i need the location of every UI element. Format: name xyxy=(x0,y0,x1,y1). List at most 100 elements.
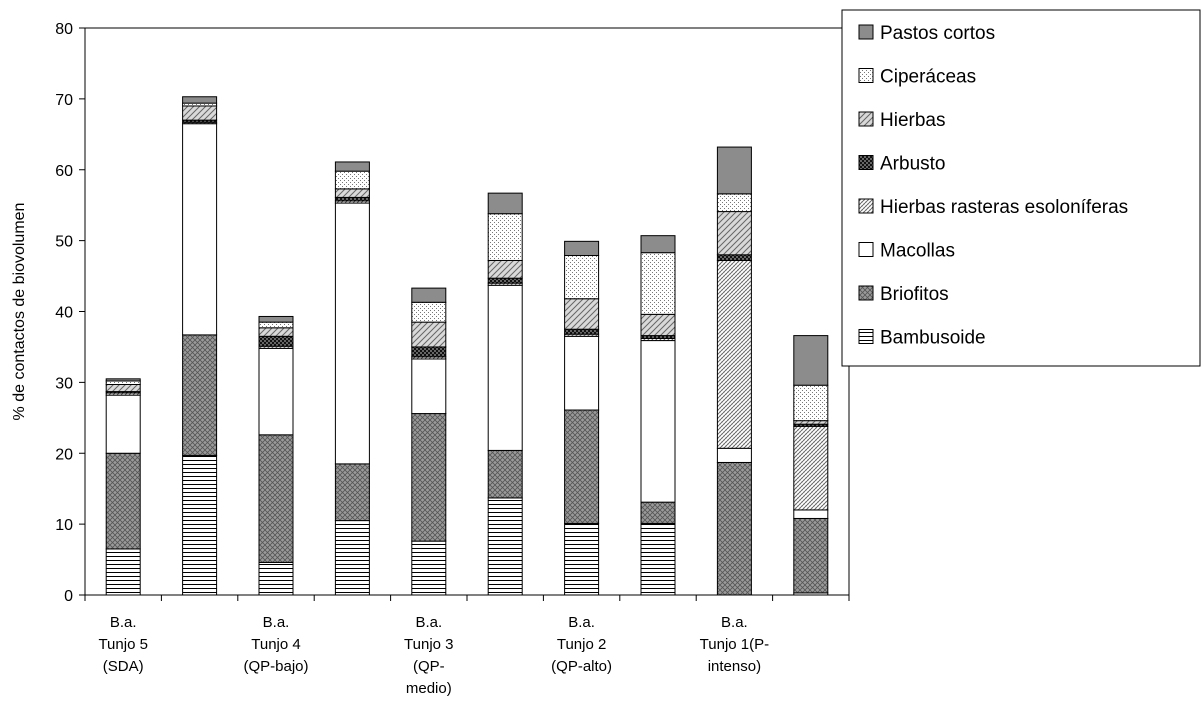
legend-label: Ciperáceas xyxy=(880,67,976,88)
x-tick-label: B.a. xyxy=(568,614,595,631)
bar-segment-hierbas xyxy=(640,313,676,337)
legend-swatch xyxy=(858,155,874,170)
bar-segment-hierbas xyxy=(487,259,523,279)
x-tick-label: B.a. xyxy=(415,614,442,631)
bar-segment-ciper-ceas xyxy=(640,252,676,315)
legend-swatch xyxy=(858,329,874,344)
legend-swatch xyxy=(858,111,874,127)
bar-segment-hierbas-rasteras-esolon-feras xyxy=(716,259,752,449)
y-tick-label: 60 xyxy=(55,163,73,180)
bar-segment-briofitos xyxy=(258,434,294,563)
legend-label: Macollas xyxy=(880,241,955,262)
bar-segment-arbusto xyxy=(716,254,752,261)
bar-segment-briofitos xyxy=(640,501,676,524)
y-tick-label: 20 xyxy=(55,446,73,463)
y-tick-label: 70 xyxy=(55,92,73,109)
bar-segment-bambusoide xyxy=(411,540,447,596)
y-tick-label: 40 xyxy=(55,305,73,322)
bar-segment-macollas xyxy=(564,335,600,411)
bar-segment-hierbas xyxy=(793,420,829,425)
bar-segment-hierbas-rasteras-esolon-feras xyxy=(793,425,829,511)
bar-segment-ciper-ceas xyxy=(258,321,294,329)
bar-segment-bambusoide xyxy=(487,497,523,596)
x-tick-label: (SDA) xyxy=(103,658,144,675)
legend-swatch xyxy=(858,68,874,83)
x-tick-label: (QP- xyxy=(413,658,445,675)
legend-swatch xyxy=(858,242,874,257)
bar-segment-briofitos xyxy=(487,449,523,499)
bar-segment-bambusoide xyxy=(334,520,370,596)
bar-segment-macollas xyxy=(105,394,141,454)
bar-segment-ciper-ceas xyxy=(487,213,523,261)
bar-segment-briofitos xyxy=(105,452,141,550)
bar-segment-pastos-cortos xyxy=(487,192,523,215)
bar-segment-macollas xyxy=(716,447,752,463)
bar-segment-briofitos xyxy=(334,463,370,522)
y-axis-label: % de contactos de biovolumen xyxy=(11,203,28,421)
legend-label: Bambusoide xyxy=(880,328,986,349)
bar-segment-bambusoide xyxy=(564,522,600,596)
y-tick-label: 0 xyxy=(64,588,73,605)
bar-segment-macollas xyxy=(258,347,294,436)
bar-segment-bambusoide xyxy=(182,454,218,596)
x-tick-label: Tunjo 2 xyxy=(557,636,606,653)
bar-segment-macollas xyxy=(182,123,218,336)
bar-segment-hierbas xyxy=(411,321,447,348)
bar-segment-pastos-cortos xyxy=(334,161,370,172)
bar-segment-hierbas xyxy=(716,211,752,256)
bar-segment-pastos-cortos xyxy=(411,287,447,303)
bar-segment-ciper-ceas xyxy=(334,170,370,190)
x-tick-label: B.a. xyxy=(263,614,290,631)
x-tick-label: medio) xyxy=(406,680,452,697)
bar-segment-bambusoide xyxy=(258,561,294,596)
x-tick-label: Tunjo 1(P- xyxy=(700,636,769,653)
bar-segment-ciper-ceas xyxy=(105,380,141,386)
y-tick-label: 80 xyxy=(55,21,73,38)
bar-segment-ciper-ceas xyxy=(793,384,829,422)
bar-segment-bambusoide xyxy=(640,522,676,596)
y-tick-label: 30 xyxy=(55,375,73,392)
bar-segment-hierbas xyxy=(334,188,370,198)
bar-segment-pastos-cortos xyxy=(793,335,829,386)
bar-segment-briofitos xyxy=(793,517,829,594)
bar-segment-hierbas xyxy=(258,327,294,337)
bar-segment-arbusto xyxy=(487,277,523,284)
bar-segment-arbusto xyxy=(411,346,447,358)
x-tick-label: Tunjo 4 xyxy=(251,636,300,653)
bar-segment-hierbas xyxy=(564,298,600,330)
x-tick-label: Tunjo 5 xyxy=(98,636,147,653)
x-tick-label: intenso) xyxy=(708,658,761,675)
bar-segment-macollas xyxy=(640,340,676,503)
legend-swatch xyxy=(858,198,874,214)
legend-label: Hierbas rasteras esoloníferas xyxy=(880,197,1128,218)
bar-segment-ciper-ceas xyxy=(411,301,447,323)
x-tick-label: Tunjo 3 xyxy=(404,636,453,653)
bar-segment-ciper-ceas xyxy=(716,193,752,213)
y-tick-label: 50 xyxy=(55,234,73,251)
bar-segment-pastos-cortos xyxy=(182,96,218,104)
bar-segment-hierbas xyxy=(105,384,141,393)
legend-label: Hierbas xyxy=(880,110,945,131)
bar-segment-macollas xyxy=(487,284,523,451)
bar-segment-briofitos xyxy=(564,409,600,524)
legend-label: Briofitos xyxy=(880,284,949,305)
legend-swatch xyxy=(858,24,874,40)
y-tick-label: 10 xyxy=(55,517,73,534)
legend-swatch xyxy=(858,285,874,301)
x-tick-label: (QP-alto) xyxy=(551,658,612,675)
bar-segment-macollas xyxy=(411,358,447,415)
bar-segment-pastos-cortos xyxy=(564,240,600,257)
x-tick-label: B.a. xyxy=(110,614,137,631)
bar-segment-pastos-cortos xyxy=(258,315,294,323)
bar-segment-bambusoide xyxy=(105,548,141,596)
legend-label: Arbusto xyxy=(880,154,945,175)
bar-segment-briofitos xyxy=(716,461,752,596)
bar-segment-arbusto xyxy=(258,335,294,347)
bar-segment-hierbas xyxy=(182,105,218,121)
bar-segment-briofitos xyxy=(182,334,218,456)
legend-box xyxy=(841,9,1201,367)
bar-segment-pastos-cortos xyxy=(640,235,676,254)
x-tick-label: (QP-bajo) xyxy=(243,658,308,675)
bar-segment-arbusto xyxy=(564,328,600,335)
